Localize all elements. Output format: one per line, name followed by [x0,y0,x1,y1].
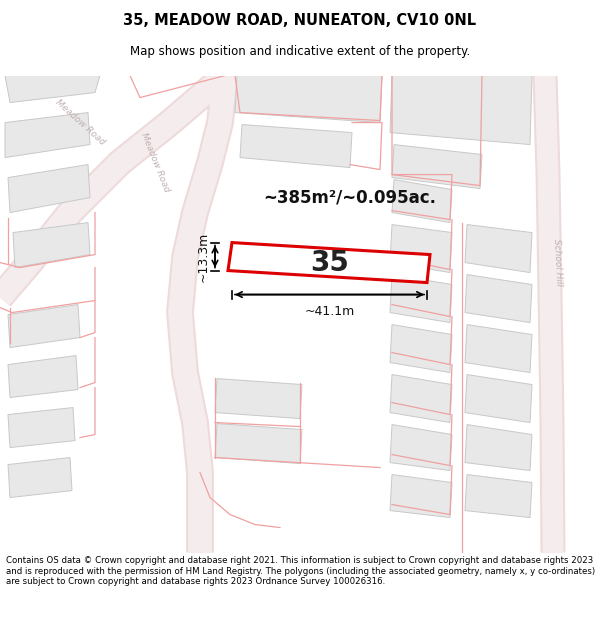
Text: ~13.3m: ~13.3m [197,231,210,282]
Polygon shape [8,356,78,398]
Text: Meadow Road: Meadow Road [139,131,171,194]
Polygon shape [8,458,72,498]
Text: 35, MEADOW ROAD, NUNEATON, CV10 0NL: 35, MEADOW ROAD, NUNEATON, CV10 0NL [124,13,476,28]
Text: 35: 35 [310,249,349,276]
Polygon shape [390,274,452,322]
Polygon shape [8,304,80,348]
Polygon shape [5,76,100,102]
Polygon shape [8,164,90,212]
Polygon shape [390,474,452,518]
Polygon shape [465,274,532,322]
Polygon shape [13,222,90,268]
Polygon shape [465,324,532,372]
Polygon shape [215,379,302,419]
Polygon shape [235,76,382,122]
Polygon shape [465,424,532,471]
Polygon shape [215,424,302,464]
Polygon shape [390,324,452,372]
Polygon shape [465,474,532,518]
Polygon shape [465,224,532,272]
Text: Contains OS data © Crown copyright and database right 2021. This information is : Contains OS data © Crown copyright and d… [6,556,595,586]
Polygon shape [228,242,430,282]
Polygon shape [390,424,452,471]
Polygon shape [392,179,452,222]
Text: ~41.1m: ~41.1m [304,304,355,318]
Polygon shape [240,124,352,168]
Text: Meadow Road: Meadow Road [53,98,107,147]
Text: Map shows position and indicative extent of the property.: Map shows position and indicative extent… [130,44,470,58]
Polygon shape [392,144,482,189]
Text: ~385m²/~0.095ac.: ~385m²/~0.095ac. [263,189,437,206]
Text: School Hill: School Hill [552,239,564,286]
Polygon shape [390,224,452,272]
Polygon shape [390,76,532,144]
Polygon shape [8,408,75,447]
Polygon shape [390,374,452,423]
Polygon shape [465,374,532,423]
Polygon shape [5,112,90,158]
